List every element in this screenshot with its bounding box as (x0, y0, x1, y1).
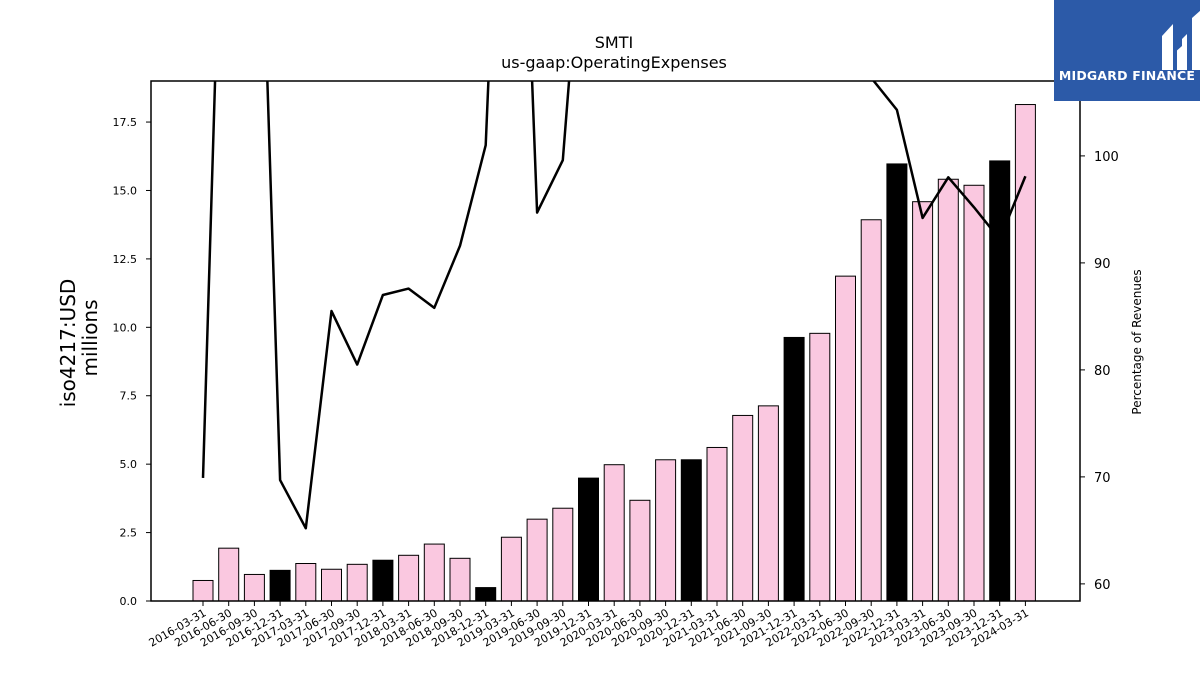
bar-2021-09-30 (757, 405, 779, 602)
y-tick-label: 10.0 (113, 321, 138, 334)
bar-2023-12-31 (989, 160, 1011, 602)
bar-2019-03-31 (500, 536, 522, 602)
y-tick-label: 5.0 (120, 458, 138, 471)
percentage-of-revenues-line (201, 81, 1027, 530)
y2-tick-label: 70 (1094, 471, 1111, 486)
bar-2020-12-31 (680, 459, 702, 602)
line-group (201, 81, 1027, 530)
bar-2023-09-30 (963, 184, 985, 602)
bar-2022-03-31 (809, 332, 831, 602)
bar-2022-12-31 (886, 163, 908, 602)
midgard-finance-logo: MIDGARD FINANCE (1054, 0, 1200, 101)
y-tick-label: 15.0 (113, 184, 138, 197)
y-axis-label: iso4217:USD (56, 279, 80, 408)
logo-text: MIDGARD FINANCE (1058, 68, 1196, 83)
bar-2020-03-31 (603, 464, 625, 602)
y-tick-label: 0.0 (120, 595, 138, 608)
bar-2018-06-30 (423, 543, 445, 602)
bar-2017-09-30 (346, 563, 368, 602)
left-axis: 0.0 2.5 5.0 7.5 10.0 12.5 15.0 17.5 (113, 116, 151, 608)
bar-2018-03-31 (398, 554, 420, 602)
bar-2016-12-31 (269, 569, 291, 602)
bar-2016-03-31 (192, 579, 214, 602)
bar-2018-12-31 (475, 587, 497, 602)
bar-2021-06-30 (732, 414, 754, 602)
y-tick-label: 17.5 (113, 116, 138, 129)
bar-2017-12-31 (372, 559, 394, 602)
bar-2018-09-30 (449, 557, 471, 602)
y2-tick-label: 90 (1094, 257, 1111, 272)
bar-2022-06-30 (835, 275, 856, 602)
y2-tick-label: 100 (1094, 150, 1119, 165)
bar-2020-06-30 (629, 499, 651, 602)
y2-tick-label: 60 (1094, 578, 1111, 593)
bar-group (192, 104, 1036, 602)
bar-2021-12-31 (783, 336, 805, 602)
bar-2019-12-31 (578, 477, 599, 602)
y-axis-label-units: millions (78, 299, 102, 376)
y-tick-label: 2.5 (120, 527, 138, 540)
bar-2016-09-30 (243, 573, 265, 602)
bar-2023-03-31 (912, 201, 934, 602)
x-axis: 2016-03-312016-06-302016-09-302016-12-31… (147, 601, 1031, 650)
y-tick-label: 12.5 (113, 253, 138, 266)
bar-2017-03-31 (295, 563, 317, 602)
bar-2019-09-30 (552, 507, 574, 602)
bar-2019-06-30 (526, 518, 548, 602)
bar-2022-09-30 (860, 219, 882, 602)
logo-mark-icon (1162, 10, 1200, 70)
chart-title: SMTI (595, 33, 633, 52)
y-tick-label: 7.5 (120, 390, 138, 403)
plot-frame (150, 80, 1081, 602)
chart-subtitle: us-gaap:OperatingExpenses (501, 53, 727, 72)
bar-2016-06-30 (218, 547, 240, 602)
bar-2017-06-30 (321, 568, 342, 602)
bar-2020-09-30 (655, 459, 677, 602)
bar-2021-03-31 (706, 446, 728, 602)
y2-axis-label: Percentage of Revenues (1130, 269, 1144, 414)
y2-tick-label: 80 (1094, 364, 1111, 379)
right-axis: 60 70 80 90 100 (1080, 150, 1119, 593)
bar-2023-06-30 (937, 178, 959, 602)
